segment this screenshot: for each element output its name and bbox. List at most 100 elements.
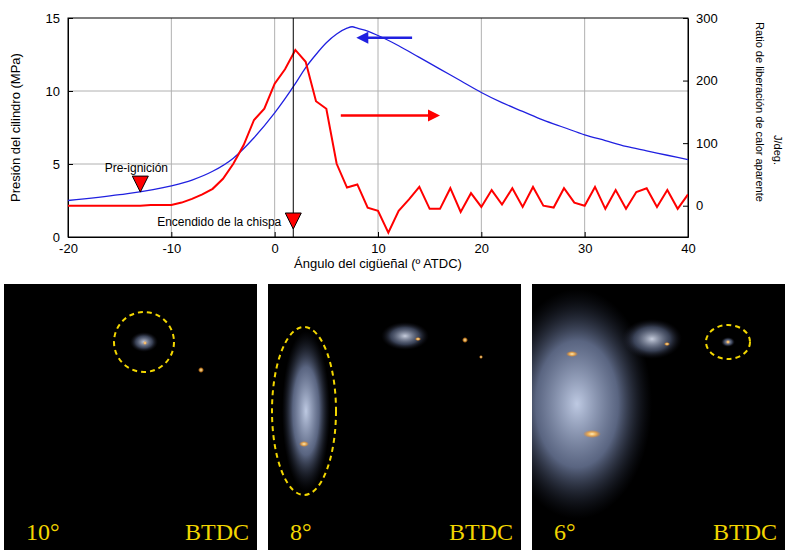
tick-mark [171,232,172,237]
tick-label: 15 [46,11,60,26]
grid-line-y [68,91,688,92]
grid-line-x [274,18,275,237]
photo-content [114,312,204,373]
tick-mark [585,232,586,237]
tick-mark [481,232,482,237]
flame [566,351,578,357]
frame-angle: 8° [290,519,312,545]
tick-label: -20 [59,241,78,256]
frame-label: BTDC [449,519,513,545]
highlight-ring [114,312,174,372]
arrow-shaft [341,114,432,117]
tick-label: 30 [578,241,592,256]
arrow-head [428,109,440,121]
plot-frame [68,18,688,237]
highlight-ring [272,327,336,495]
frame-label: BTDC [185,519,249,545]
annotations: Pre-ignición Encendido de la chispa [105,18,302,237]
flame [721,337,735,347]
flame [664,342,670,346]
tick: 10 [46,84,73,99]
tick: 0 [683,198,703,213]
grid-line-x [481,18,482,237]
y-axis-line [68,19,69,238]
flame [198,367,204,373]
tick: 15 [46,11,73,26]
tick: 0 [272,232,279,256]
photo-content [272,322,483,495]
tick: 20 [475,232,489,256]
flame [130,332,158,352]
y-axis: 0 5 10 15 [46,11,73,245]
tick-mark [683,143,688,144]
frame-label: BTDC [713,519,777,545]
highlight-ring [706,325,750,359]
flame [726,340,730,344]
arrow-shaft [364,36,412,39]
tick-label: 200 [696,73,718,88]
tick-label: 5 [53,157,60,172]
tick-mark [683,206,688,207]
spark-line [293,18,294,237]
flame [415,337,421,341]
tick-mark [683,81,688,82]
tick-mark [378,232,379,237]
y2-axis: 0 100 200 300 [683,11,718,238]
flame [583,430,601,438]
tick-mark [68,237,73,238]
y2-axis-line [688,19,689,238]
grid-line-x [378,18,379,237]
tick-mark [68,164,73,165]
tick-label: 100 [696,136,718,151]
frame-angle: 10° [26,519,60,545]
tick: 5 [53,157,73,172]
tick: 30 [578,232,592,256]
x-axis-title: Ángulo del cigüeñal (º ATDC) [294,256,462,271]
series-line [68,27,688,201]
tick: 200 [683,73,718,88]
tick-label: 0 [272,241,279,256]
annotation-label: Pre-ignición [105,161,168,175]
tick-label: -10 [162,241,181,256]
tick-mark [68,18,73,19]
direction-arrow [341,109,440,121]
frame-angle: 6° [554,519,576,545]
tick-label: 0 [53,230,60,245]
arrow-head [356,32,368,44]
photo-frame: 10° BTDC [4,284,257,550]
y2-axis-unit: J/deg. [772,135,784,165]
tick-label: 300 [696,11,718,26]
tick-label: 20 [475,241,489,256]
x-axis: -20 -10 0 10 20 30 40 [59,232,696,256]
photo-background [4,284,257,550]
grid [68,18,688,237]
flame [381,322,429,350]
tick-mark [683,18,688,19]
flame [143,341,147,345]
tick-label: 10 [46,84,60,99]
photo-frame: 6° BTDC [502,284,785,550]
tick: 300 [683,11,718,26]
tick: 100 [683,136,718,151]
annotation-marker [132,176,148,192]
flame [299,441,309,447]
tick-mark [275,232,276,237]
direction-arrow [356,32,412,44]
tick: -10 [162,232,181,256]
x-axis-line [69,237,689,238]
photo-frame: 8° BTDC [268,284,521,550]
tick-label: 40 [681,241,695,256]
axis-arrows [341,32,440,122]
annotation-marker [285,213,301,229]
tick: 10 [371,232,385,256]
series-group [68,27,688,233]
y-axis-title: Presión del cilindro (MPa) [8,53,23,202]
flame [462,337,468,343]
flame [622,319,682,359]
annotation-label: Encendido de la chispa [157,215,281,229]
tick-label: 10 [371,241,385,256]
tick-label: 0 [696,198,703,213]
figure: -20 -10 0 10 20 30 40 0 5 10 15 0 100 200 300 Pre-ignic… [0,0,791,554]
tick-mark [68,91,73,92]
series-line [68,50,688,233]
